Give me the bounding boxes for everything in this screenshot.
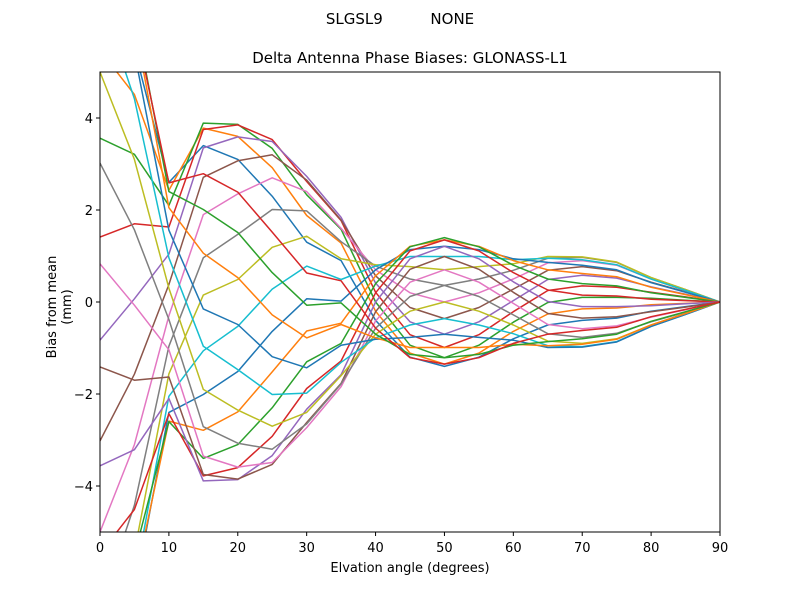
figure-suptitle: SLGSL9 NONE <box>325 10 475 28</box>
y-tick-label: 2 <box>85 204 93 219</box>
series-line-s04 <box>100 124 720 349</box>
series-line-s08 <box>124 208 720 532</box>
series-line-s10 <box>142 255 720 532</box>
series-line-s06 <box>100 154 720 442</box>
series-line-s16 <box>100 255 720 480</box>
y-tick-label: 4 <box>85 112 93 127</box>
y-tick-label: −2 <box>74 388 93 403</box>
x-axis-ticks: 0 10 20 30 40 50 60 70 80 90 <box>96 532 728 556</box>
x-axis-label: Elvation angle (degrees) <box>330 561 490 576</box>
series-line-s05 <box>100 136 720 341</box>
x-tick-label: 80 <box>643 541 660 556</box>
x-tick-label: 70 <box>574 541 591 556</box>
x-tick-label: 60 <box>505 541 522 556</box>
x-tick-label: 50 <box>436 541 453 556</box>
series-line-s22 <box>142 72 720 349</box>
x-tick-label: 40 <box>367 541 384 556</box>
series-line-s03 <box>100 122 720 359</box>
series-line-s21 <box>137 72 720 369</box>
series-line-s23 <box>145 72 720 359</box>
x-tick-label: 0 <box>96 541 104 556</box>
x-tick-label: 10 <box>161 541 178 556</box>
x-tick-label: 30 <box>298 541 315 556</box>
series-line-s18 <box>100 162 720 450</box>
chart-title: Delta Antenna Phase Biases: GLONASS-L1 <box>252 49 568 67</box>
series-line-s17 <box>100 263 720 468</box>
series-line-s11 <box>145 245 720 532</box>
y-axis-ticks: −4 −2 0 2 4 <box>74 112 100 495</box>
series-lines <box>100 72 720 532</box>
series-line-s13 <box>139 236 720 532</box>
series-line-s14 <box>115 239 720 532</box>
series-line-s15 <box>100 245 720 482</box>
x-tick-label: 90 <box>712 541 729 556</box>
y-tick-label: −4 <box>74 480 93 495</box>
series-line-s12 <box>144 239 720 532</box>
series-line-s09 <box>137 235 720 532</box>
plot-frame <box>99 71 721 533</box>
y-tick-label: 0 <box>85 296 93 311</box>
x-tick-label: 20 <box>230 541 247 556</box>
series-line-s02 <box>115 72 720 365</box>
series-line-s24 <box>144 72 720 365</box>
